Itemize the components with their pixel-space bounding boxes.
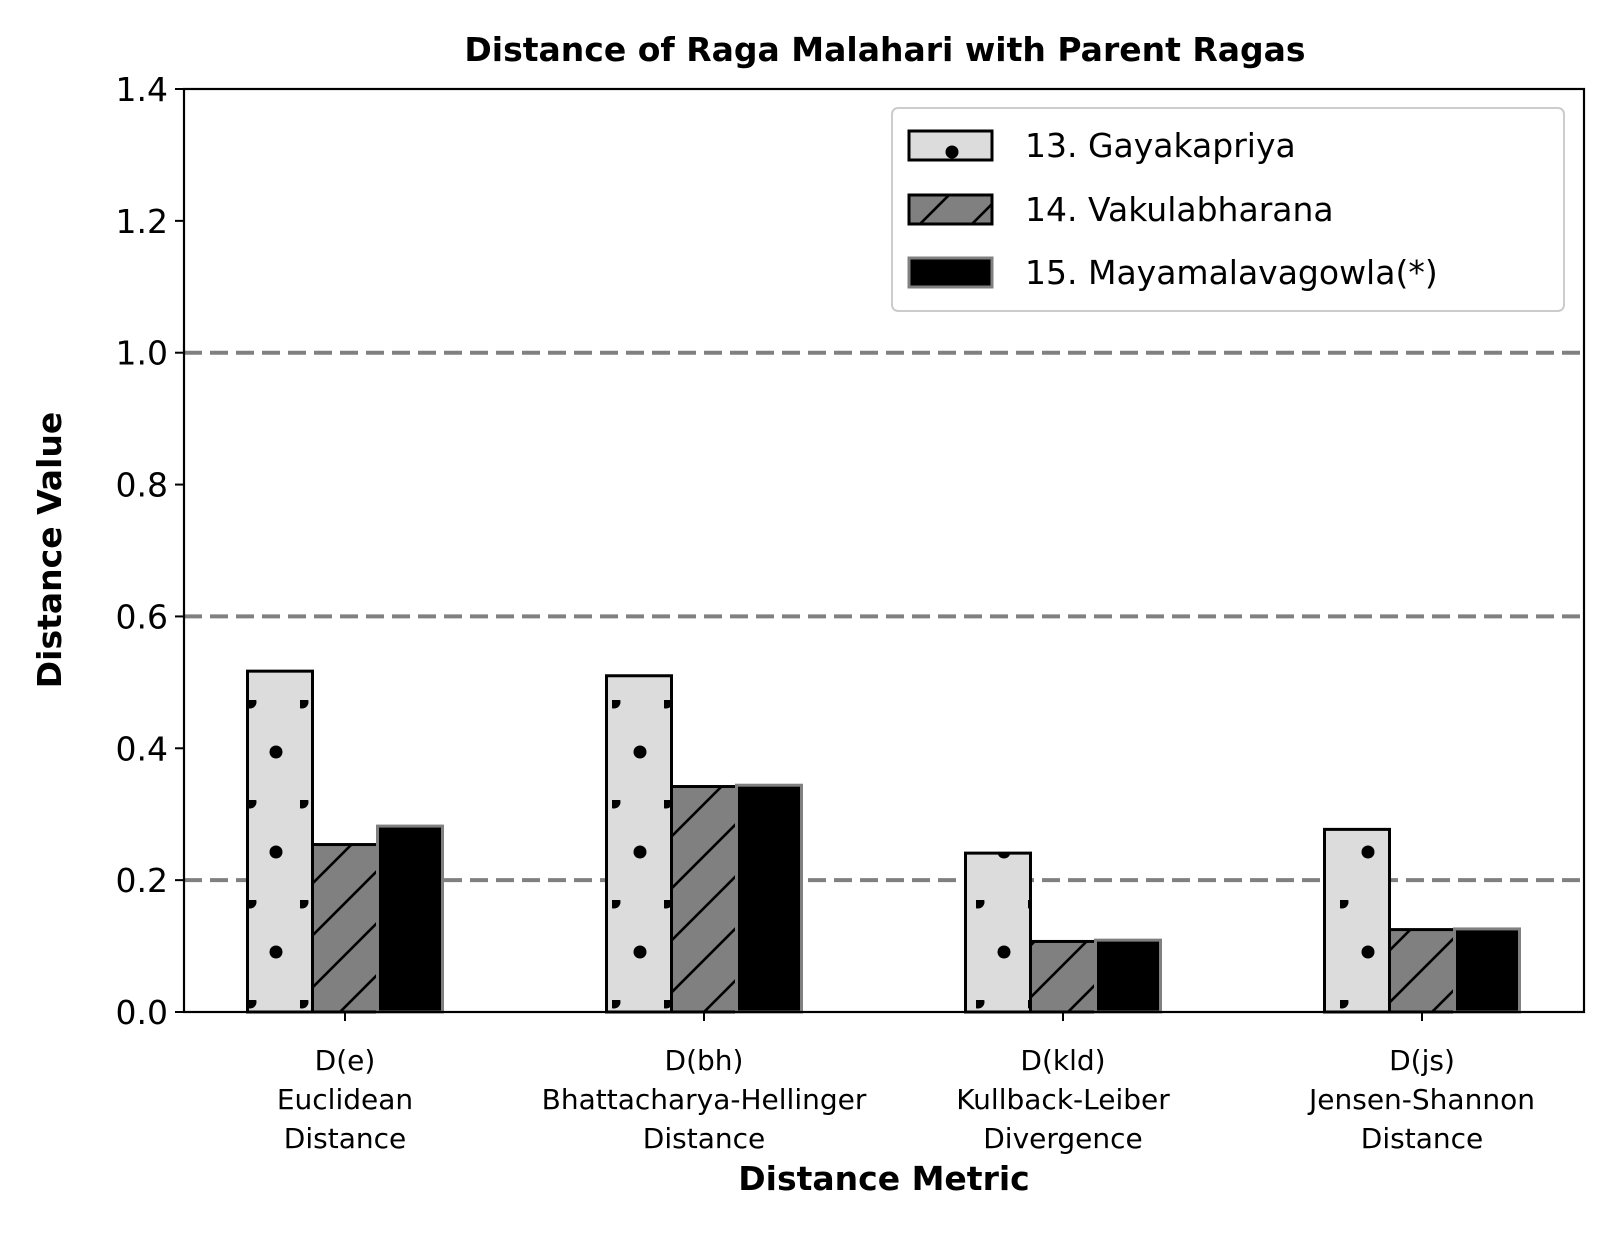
- bar-series0-cat3: [1323, 827, 1391, 1014]
- x-tick-label-line: Distance: [284, 1122, 406, 1155]
- x-tick-label-line: Jensen-Shannon: [1307, 1083, 1535, 1116]
- reference-lines: [184, 350, 1584, 883]
- x-tick-label-line: Distance: [1361, 1122, 1483, 1155]
- legend: 13. Gayakapriya 14. Vakulabharana 15. Maya…: [891, 107, 1565, 312]
- bar-series0-cat0: [246, 669, 314, 1014]
- y-tick-label-1: 0.2: [116, 861, 168, 900]
- plot-frame: [182, 87, 1586, 1014]
- x-axis: D(e) Euclidean Distance D(bh) Bhattacharya-H…: [277, 1012, 1535, 1155]
- y-tick-label-3: 0.6: [116, 597, 168, 636]
- legend-swatch-1: [907, 193, 994, 226]
- legend-label-0: 13. Gayakapriya: [1025, 126, 1296, 165]
- y-axis: 0.0 0.2 0.4 0.6 0.8 1.0 1.2 1.4: [116, 70, 184, 1032]
- x-tick-label-0: D(e) Euclidean Distance: [277, 1044, 413, 1155]
- legend-label-1: 14. Vakulabharana: [1025, 190, 1334, 229]
- x-tick-label-2: D(kld) Kullback-Leiber Divergence: [956, 1044, 1170, 1155]
- bar-series1-cat2: [1029, 939, 1097, 1014]
- x-tick-label-3: D(js) Jensen-Shannon Distance: [1307, 1044, 1535, 1155]
- y-axis-label: Distance Value: [30, 412, 69, 689]
- bars: [246, 669, 1521, 1014]
- y-tick-label-4: 0.8: [116, 466, 168, 505]
- x-axis-label: Distance Metric: [738, 1159, 1029, 1198]
- x-tick-label-line: Kullback-Leiber: [956, 1083, 1170, 1116]
- legend-swatch-0: [907, 129, 994, 162]
- bar-series0-cat2: [964, 851, 1032, 1014]
- x-tick-label-line: D(e): [315, 1044, 376, 1077]
- x-tick-label-line: Euclidean: [277, 1083, 413, 1116]
- x-tick-label-line: D(kld): [1020, 1044, 1105, 1077]
- bar-series2-cat3: [1453, 927, 1521, 1014]
- bar-series1-cat1: [670, 785, 738, 1014]
- y-tick-label-6: 1.2: [116, 202, 168, 241]
- x-tick-label-line: D(bh): [665, 1044, 744, 1077]
- bar-series2-cat1: [735, 783, 803, 1014]
- y-tick-label-2: 0.4: [116, 729, 168, 768]
- x-tick-label-1: D(bh) Bhattacharya-Hellinger Distance: [542, 1044, 867, 1155]
- y-tick-label-0: 0.0: [116, 993, 168, 1032]
- legend-label-2: 15. Mayamalavagowla(*): [1025, 253, 1438, 292]
- x-tick-label-line: Divergence: [983, 1122, 1143, 1155]
- bar-series1-cat3: [1388, 928, 1456, 1014]
- legend-frame: [891, 107, 1565, 312]
- y-tick-label-7: 1.4: [116, 70, 168, 109]
- legend-swatch-2: [907, 256, 994, 289]
- y-tick-label-5: 1.0: [116, 334, 168, 373]
- bar-series0-cat1: [605, 674, 673, 1014]
- bar-series1-cat0: [311, 843, 379, 1014]
- bar-series2-cat2: [1094, 938, 1162, 1014]
- x-tick-label-line: Distance: [643, 1122, 765, 1155]
- chart-title: Distance of Raga Malahari with Parent Ra…: [464, 30, 1305, 69]
- bar-series2-cat0: [376, 824, 444, 1014]
- x-tick-label-line: D(js): [1389, 1044, 1455, 1077]
- x-tick-label-line: Bhattacharya-Hellinger: [542, 1083, 867, 1116]
